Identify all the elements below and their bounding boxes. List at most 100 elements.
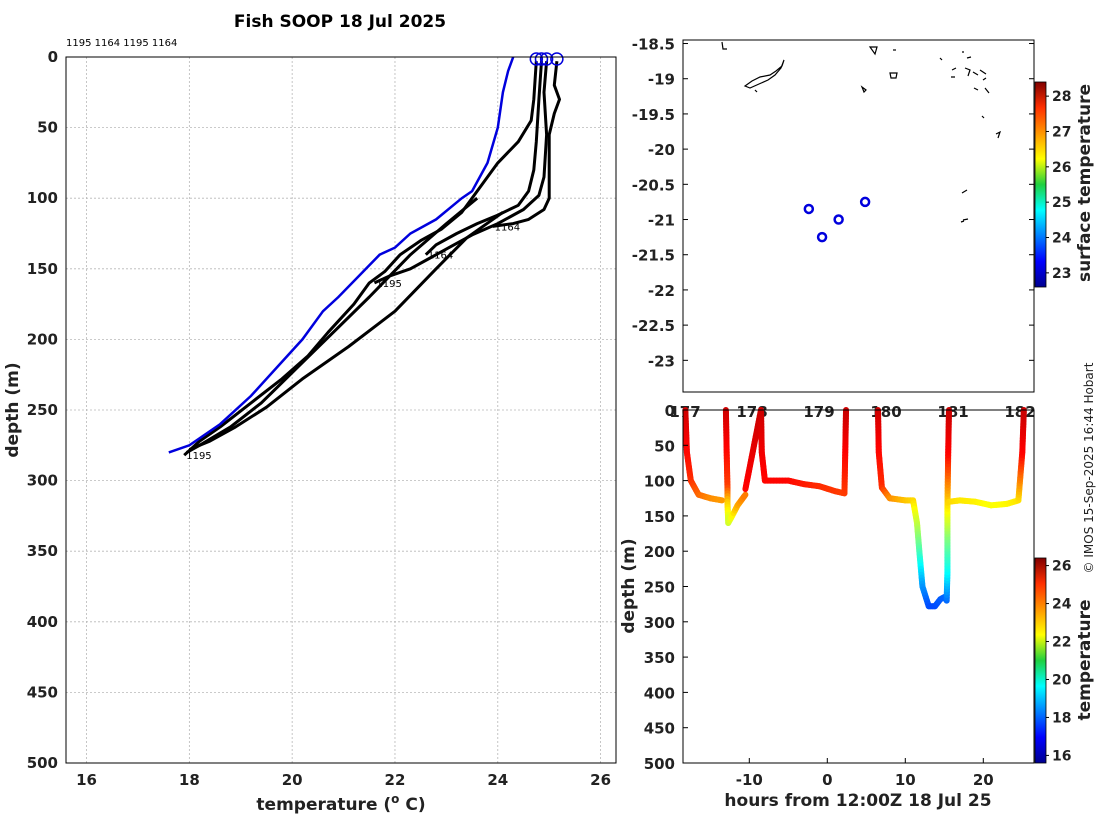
map-panel: -18.5 -19 -19.5 -20 -20.5 -21 -21.5 -22 -22.5 -23… <box>632 36 1095 421</box>
section-x-tick-label: -10 <box>736 771 763 789</box>
profile-panel: 1195 1164 1195 1164 16 18 20 22 24 26 0 50 100 150 2… <box>3 12 617 815</box>
profile-y-tick-label: 500 <box>27 754 58 772</box>
surface-marker <box>529 52 544 66</box>
temperature-colorbar-label: temperature <box>1075 599 1095 720</box>
surface-colorbar-gradient <box>1034 81 1047 288</box>
coast-islet <box>868 46 878 56</box>
profile-cast-label: 1164 <box>495 222 520 233</box>
coast-islets-south <box>960 189 969 223</box>
map-y-tick-label: -22.5 <box>632 317 675 335</box>
profile-y-tick-label: 200 <box>27 330 58 348</box>
section-x-tick-label: 0 <box>822 771 832 789</box>
map-y-tick-label: -22 <box>648 282 675 300</box>
coast-islet <box>754 89 758 93</box>
chart-title: Fish SOOP 18 Jul 2025 <box>234 12 446 32</box>
section-casts <box>682 407 1027 610</box>
section-y-tick-label: 250 <box>644 579 675 597</box>
profile-y-tick-label: 450 <box>27 683 58 701</box>
surface-colorbar-tick-label: 24 <box>1052 231 1072 247</box>
profile-line <box>492 61 561 228</box>
section-x-axis-label: hours from 12:00Z 18 Jul 25 <box>724 791 991 811</box>
section-y-tick-label: 400 <box>644 684 675 702</box>
profile-x-tick-label: 22 <box>385 771 406 789</box>
temperature-colorbar: 16 18 20 22 24 26 <box>1034 557 1072 764</box>
map-y-tick-label: -21.5 <box>632 247 675 265</box>
coast-islet <box>721 41 727 50</box>
x-axis-label-start: temperature ( <box>256 795 391 815</box>
imos-credit: © IMOS 15-Sep-2025 16:44 Hobart <box>1082 362 1096 573</box>
profile-cast-label: 1195 <box>186 451 211 462</box>
temperature-colorbar-tick-label: 16 <box>1052 748 1071 764</box>
surface-marker <box>539 52 554 66</box>
profile-x-tick-label: 26 <box>590 771 611 789</box>
map-y-tick-label: -23 <box>648 352 675 370</box>
surface-temperature-colorbar: 23 24 25 26 27 28 <box>1034 81 1072 288</box>
section-y-tick-label: 450 <box>644 720 675 738</box>
profile-x-tick-label: 18 <box>179 771 200 789</box>
section-y-tick-label: 150 <box>644 508 675 526</box>
surface-colorbar-tick-label: 27 <box>1052 124 1071 140</box>
section-y-tick-label: 500 <box>644 755 675 773</box>
coastline <box>721 41 1002 223</box>
map-y-tick-label: -21 <box>648 212 675 230</box>
cast-location-marker <box>803 203 815 215</box>
map-x-tick-label: 179 <box>803 403 834 421</box>
profile-x-ticks: 16 18 20 22 24 26 <box>76 771 611 789</box>
profile-y-tick-label: 350 <box>27 542 58 560</box>
profile-line <box>373 61 549 285</box>
section-x-tick-label: 20 <box>973 771 994 789</box>
y-axis-label: depth (m) <box>3 362 23 457</box>
x-axis-label-end: C) <box>399 795 425 815</box>
surface-colorbar-label: surface temperature <box>1075 84 1095 282</box>
cast-location-marker <box>833 214 844 225</box>
map-y-tick-label: -20.5 <box>632 176 675 194</box>
profile-y-tick-label: 150 <box>27 260 58 278</box>
profile-y-ticks: 0 50 100 150 200 250 300 350 400 450 500 <box>27 48 58 772</box>
coast-islet <box>939 57 943 61</box>
profile-line <box>183 61 538 457</box>
section-x-tick-label: 10 <box>895 771 916 789</box>
surface-marker <box>534 52 549 66</box>
profile-y-tick-label: 250 <box>27 401 58 419</box>
coast-islet <box>860 85 867 94</box>
coast-island-west <box>743 59 785 89</box>
temperature-colorbar-tick-label: 20 <box>1052 672 1072 688</box>
profile-cast-label: 1195 <box>376 279 401 290</box>
x-axis-label: temperature (o C) <box>256 792 425 815</box>
section-y-tick-label: 300 <box>644 614 675 632</box>
surface-colorbar-tick-label: 25 <box>1052 195 1071 211</box>
section-y-axis-label: depth (m) <box>619 538 639 633</box>
section-y-tick-label: 50 <box>654 437 675 455</box>
profile-y-tick-label: 300 <box>27 472 58 490</box>
section-x-ticks: -10 0 10 20 <box>736 758 994 789</box>
map-x-tick-label: 182 <box>1004 403 1035 421</box>
profile-y-tick-label: 0 <box>48 48 58 66</box>
section-y-ticks: 0 50 100 150 200 250 300 350 400 450 500 <box>644 402 688 773</box>
section-axes-frame <box>682 409 1035 764</box>
temperature-colorbar-tick-label: 18 <box>1052 710 1071 726</box>
section-cast-segment <box>740 491 749 500</box>
section-y-tick-label: 0 <box>665 402 675 420</box>
coast-islet <box>889 72 898 79</box>
map-x-ticks: 177178179180181182 <box>669 403 1035 421</box>
section-y-tick-label: 200 <box>644 543 675 561</box>
temperature-colorbar-tick-label: 26 <box>1052 559 1071 575</box>
section-panel: -10 0 10 20 050100150200250300350400450500 … <box>619 402 1095 811</box>
temperature-colorbar-tick-label: 22 <box>1052 635 1071 651</box>
map-x-tick-label: 181 <box>937 403 968 421</box>
map-y-ticks: -18.5 -19 -19.5 -20 -20.5 -21 -21.5 -22 -22.5 -23 <box>632 36 1034 370</box>
map-y-tick-label: -20 <box>648 141 675 159</box>
header-cast-ids: 1195 1164 1195 1164 <box>66 38 177 49</box>
cast-location-marker <box>859 196 871 208</box>
profile-x-tick-label: 16 <box>76 771 97 789</box>
reference-profile-line <box>168 56 515 454</box>
profile-line <box>188 211 504 451</box>
profile-cast-label: 1164 <box>428 251 453 262</box>
surface-colorbar-tick-label: 28 <box>1052 89 1071 105</box>
profile-line <box>424 61 543 256</box>
profile-y-tick-label: 400 <box>27 613 58 631</box>
cast-location-marker <box>816 231 828 243</box>
section-cast-segment <box>716 496 725 504</box>
map-axes-frame <box>682 39 1035 393</box>
